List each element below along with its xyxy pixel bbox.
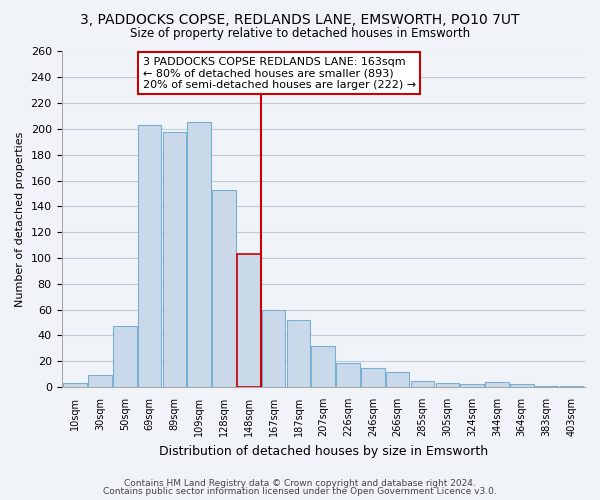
Bar [212,190,236,387]
Bar [336,362,360,387]
Bar [510,384,533,387]
Text: Contains HM Land Registry data © Crown copyright and database right 2024.: Contains HM Land Registry data © Crown c… [124,478,476,488]
Bar [311,346,335,387]
Bar [237,254,260,387]
Bar [560,386,583,387]
Bar [138,125,161,387]
Bar [262,310,286,387]
Bar [113,326,137,387]
Bar [287,320,310,387]
Bar [411,380,434,387]
Text: Size of property relative to detached houses in Emsworth: Size of property relative to detached ho… [130,28,470,40]
Text: 3 PADDOCKS COPSE REDLANDS LANE: 163sqm
← 80% of detached houses are smaller (893: 3 PADDOCKS COPSE REDLANDS LANE: 163sqm ←… [143,56,416,90]
Text: Contains public sector information licensed under the Open Government Licence v3: Contains public sector information licen… [103,487,497,496]
Bar [361,368,385,387]
Bar [386,372,409,387]
X-axis label: Distribution of detached houses by size in Emsworth: Distribution of detached houses by size … [159,444,488,458]
Bar [88,376,112,387]
Text: 3, PADDOCKS COPSE, REDLANDS LANE, EMSWORTH, PO10 7UT: 3, PADDOCKS COPSE, REDLANDS LANE, EMSWOR… [80,12,520,26]
Bar [535,386,559,387]
Bar [460,384,484,387]
Bar [187,122,211,387]
Bar [485,382,509,387]
Bar [163,132,186,387]
Bar [436,383,459,387]
Bar [64,383,87,387]
Y-axis label: Number of detached properties: Number of detached properties [15,132,25,307]
